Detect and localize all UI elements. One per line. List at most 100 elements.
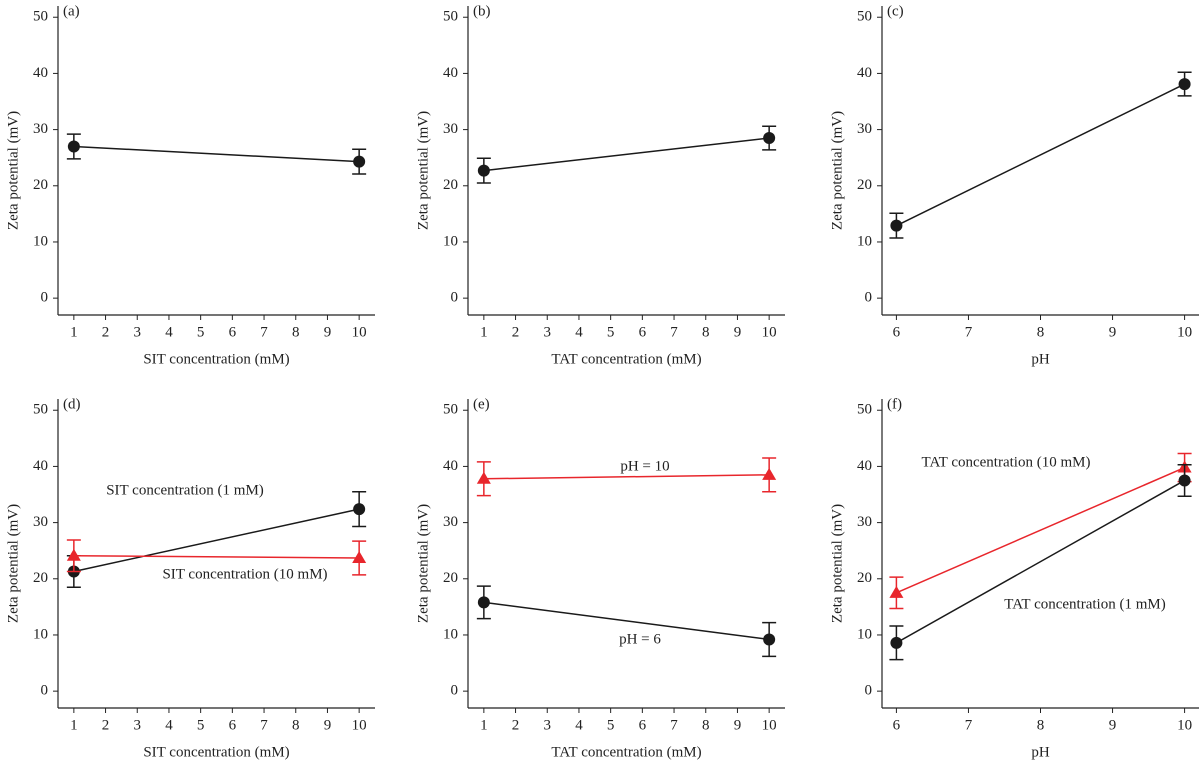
- panel: 0 10 20 30 40 50 1 2 3 4 5 6 7 8 9 10 SIT concentration …: [5, 3, 375, 367]
- x-tick-label: 7: [260, 717, 268, 733]
- x-tick-label: 6: [893, 717, 901, 733]
- y-tick-label: 10: [33, 626, 48, 642]
- x-tick-label: 4: [165, 717, 173, 733]
- x-tick-label: 2: [512, 324, 520, 340]
- y-axis-label: Zeta potential (mV): [5, 111, 21, 230]
- x-tick-label: 8: [292, 717, 300, 733]
- y-tick-label: 40: [857, 65, 872, 81]
- series-line: [483, 137, 770, 172]
- x-tick-label: 9: [734, 324, 742, 340]
- x-tick-label: 7: [965, 717, 973, 733]
- panel: 0 10 20 30 40 50 1 2 3 4 5 6 7 8 9 10 TAT concentration …: [415, 396, 785, 760]
- y-tick-label: 20: [33, 177, 48, 193]
- x-tick-label: 2: [102, 324, 110, 340]
- y-tick-label: 50: [33, 9, 48, 25]
- x-tick-label: 1: [480, 717, 488, 733]
- x-tick-label: 5: [197, 324, 205, 340]
- x-tick-label: 7: [670, 717, 678, 733]
- x-axis-label: pH: [1031, 744, 1050, 760]
- y-axis-label: Zeta potential (mV): [5, 504, 21, 623]
- x-tick-label: 7: [670, 324, 678, 340]
- x-axis-label: SIT concentration (mM): [143, 351, 289, 367]
- x-tick-label: 7: [260, 324, 268, 340]
- panel: 0 10 20 30 40 50 1 2 3 4 5 6 7 8 9 10 TAT concentration …: [415, 3, 785, 367]
- y-axis-label: Zeta potential (mV): [415, 504, 431, 623]
- y-tick-label: 20: [857, 177, 872, 193]
- y-axis-label: Zeta potential (mV): [829, 504, 845, 623]
- y-tick-label: 0: [451, 683, 459, 699]
- x-tick-label: 8: [1037, 717, 1045, 733]
- series-label: SIT concentration (1 mM): [106, 482, 264, 498]
- y-tick-label: 40: [443, 65, 458, 81]
- series-line: [896, 83, 1185, 227]
- marker: [477, 164, 490, 177]
- x-tick-label: 10: [1177, 324, 1192, 340]
- x-tick-label: 5: [607, 717, 615, 733]
- x-tick-label: 4: [575, 324, 583, 340]
- x-tick-label: 1: [70, 324, 78, 340]
- x-tick-label: 6: [893, 324, 901, 340]
- panel: 0 10 20 30 40 50 6 7 8 9 10 pH Zeta potential (mV) (c…: [829, 3, 1199, 367]
- marker: [352, 550, 367, 563]
- y-axis-label: Zeta potential (mV): [415, 111, 431, 230]
- x-tick-label: 3: [134, 717, 142, 733]
- x-tick-label: 2: [102, 717, 110, 733]
- marker: [67, 140, 80, 153]
- marker: [1178, 474, 1191, 487]
- x-tick-label: 10: [352, 324, 367, 340]
- y-tick-label: 10: [33, 233, 48, 249]
- x-tick-label: 5: [197, 717, 205, 733]
- y-tick-label: 40: [33, 65, 48, 81]
- panel-label: (c): [887, 3, 904, 19]
- y-tick-label: 50: [443, 9, 458, 25]
- y-tick-label: 30: [857, 514, 872, 530]
- marker: [890, 219, 903, 232]
- x-tick-label: 6: [639, 717, 647, 733]
- x-tick-label: 6: [229, 717, 237, 733]
- marker: [353, 503, 366, 516]
- marker: [66, 548, 81, 561]
- y-tick-label: 30: [443, 514, 458, 530]
- series-line: [483, 601, 770, 641]
- x-tick-label: 10: [352, 717, 367, 733]
- y-tick-label: 50: [857, 9, 872, 25]
- series-line: [896, 479, 1185, 644]
- series-label: pH = 10: [620, 458, 669, 474]
- y-axis-label: Zeta potential (mV): [829, 111, 845, 230]
- marker: [1178, 78, 1191, 91]
- series-line: [73, 145, 360, 163]
- x-axis-label: TAT concentration (mM): [551, 744, 701, 760]
- panel-label: (a): [63, 3, 80, 19]
- y-tick-label: 0: [41, 683, 49, 699]
- y-tick-label: 40: [857, 458, 872, 474]
- series-label: TAT concentration (10 mM): [922, 454, 1091, 470]
- y-tick-label: 30: [33, 121, 48, 137]
- y-tick-label: 0: [451, 290, 459, 306]
- x-tick-label: 5: [607, 324, 615, 340]
- x-tick-label: 3: [134, 324, 142, 340]
- panel: 0 10 20 30 40 50 1 2 3 4 5 6 7 8 9 10 SIT concentration …: [5, 396, 375, 760]
- y-tick-label: 10: [857, 233, 872, 249]
- y-tick-label: 0: [865, 290, 873, 306]
- series-line: [73, 554, 360, 559]
- series-label: SIT concentration (10 mM): [162, 566, 327, 582]
- y-tick-label: 50: [33, 402, 48, 418]
- series-label: pH = 6: [619, 631, 661, 647]
- y-tick-label: 20: [443, 177, 458, 193]
- y-tick-label: 10: [443, 626, 458, 642]
- x-tick-label: 8: [292, 324, 300, 340]
- x-tick-label: 8: [1037, 324, 1045, 340]
- x-tick-label: 9: [1109, 717, 1117, 733]
- x-tick-label: 2: [512, 717, 520, 733]
- marker: [889, 585, 904, 598]
- y-tick-label: 40: [33, 458, 48, 474]
- panel-label: (d): [63, 396, 81, 412]
- y-tick-label: 20: [857, 570, 872, 586]
- x-tick-label: 8: [702, 324, 710, 340]
- marker: [763, 132, 776, 145]
- y-tick-label: 20: [443, 570, 458, 586]
- marker: [890, 636, 903, 649]
- x-tick-label: 3: [544, 717, 552, 733]
